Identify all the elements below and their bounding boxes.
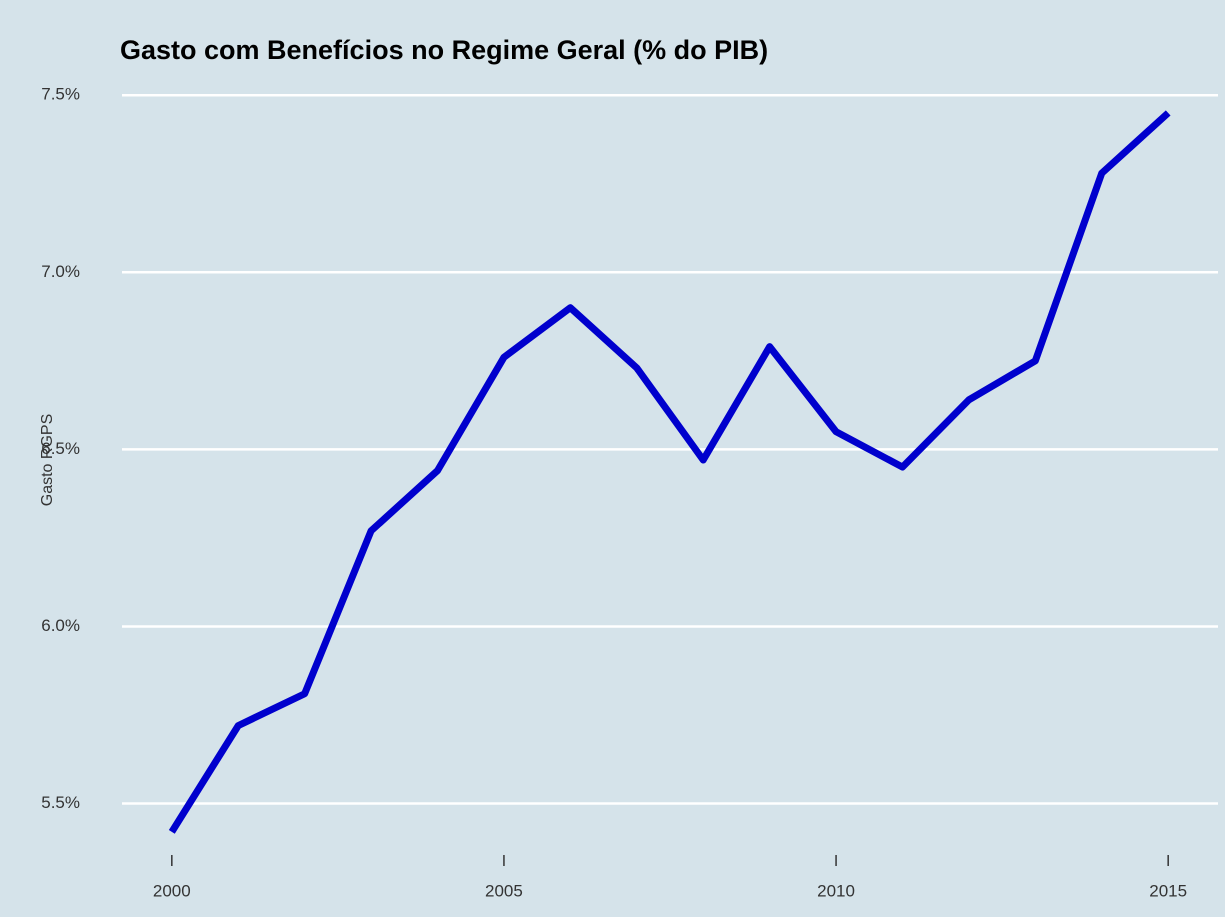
- chart-title: Gasto com Benefícios no Regime Geral (% …: [120, 35, 768, 65]
- data-line: [168, 110, 1171, 834]
- y-tick-label: 6.5%: [41, 439, 80, 458]
- x-tick-label: 2005: [485, 881, 523, 900]
- y-tick-label: 7.0%: [41, 262, 80, 281]
- x-tick-label: 2010: [817, 881, 855, 900]
- x-tick-label: 2000: [153, 881, 191, 900]
- y-tick-label: 7.5%: [41, 85, 80, 104]
- y-tick-label: 5.5%: [41, 793, 80, 812]
- y-tick-label: 6.0%: [41, 616, 80, 635]
- y-axis-label: Gasto RGPS: [39, 414, 56, 506]
- x-tick-label: 2015: [1149, 881, 1187, 900]
